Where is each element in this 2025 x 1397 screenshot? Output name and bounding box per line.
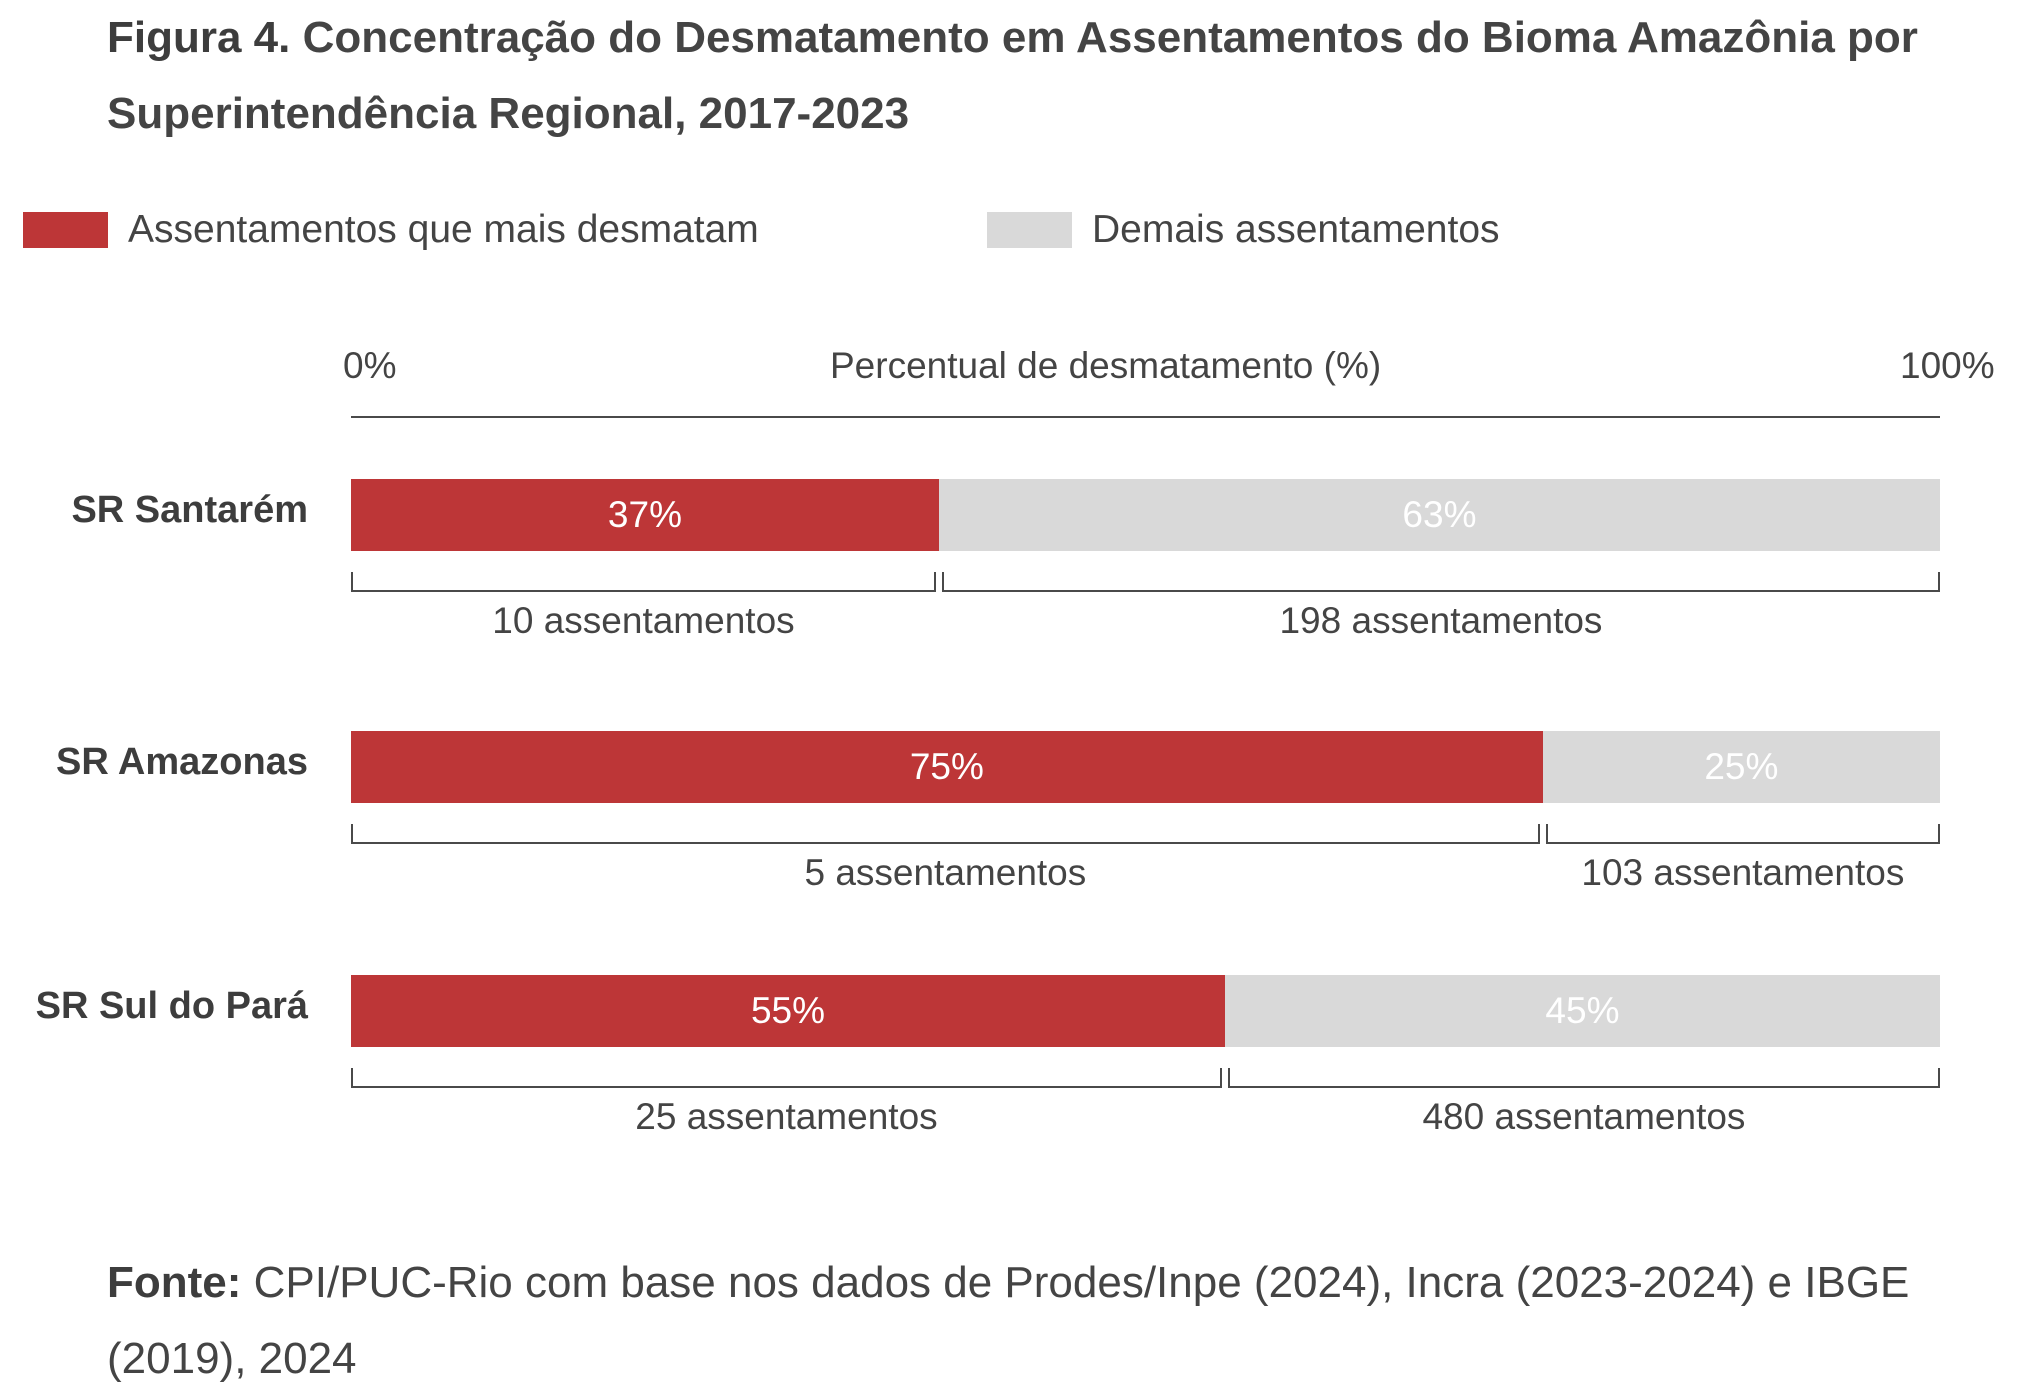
count-bracket bbox=[351, 1068, 1222, 1088]
source-prefix: Fonte: bbox=[107, 1258, 242, 1307]
count-bracket bbox=[351, 572, 936, 592]
axis-max-label: 100% bbox=[1900, 345, 1995, 386]
bar-value-label: 37% bbox=[607, 494, 682, 535]
bar-segment: 45% bbox=[1224, 975, 1940, 1047]
source-text: CPI/PUC-Rio com base nos dados de Prodes… bbox=[107, 1258, 1910, 1383]
figure-title: Figura 4. Concentração do Desmatamento e… bbox=[107, 0, 1937, 152]
bar-segment: 75% bbox=[351, 731, 1543, 803]
axis-title: Percentual de desmatamento (%) bbox=[830, 345, 1382, 386]
source-note: Fonte: CPI/PUC-Rio com base nos dados de… bbox=[107, 1245, 1937, 1397]
settlement-count-label: 10 assentamentos bbox=[492, 600, 795, 641]
category-label: SR Santarém bbox=[71, 489, 308, 531]
category-label: SR Amazonas bbox=[56, 741, 308, 783]
settlement-count-label: 103 assentamentos bbox=[1581, 852, 1905, 893]
bar-segment: 37% bbox=[351, 479, 939, 551]
count-bracket bbox=[351, 824, 1540, 844]
legend-label-top: Assentamentos que mais desmatam bbox=[128, 208, 759, 251]
legend-swatch-top bbox=[23, 212, 108, 248]
bar-segment: 55% bbox=[351, 975, 1225, 1047]
legend-label-rest: Demais assentamentos bbox=[1092, 208, 1500, 251]
bar-segment: 63% bbox=[938, 479, 1940, 551]
legend-swatch-rest bbox=[987, 212, 1072, 248]
axis-min-label: 0% bbox=[343, 345, 397, 386]
bar-value-label: 75% bbox=[909, 746, 984, 787]
figure-title-text: Concentração do Desmatamento em Assentam… bbox=[107, 13, 1918, 138]
bar-value-label: 63% bbox=[1402, 494, 1477, 535]
category-label: SR Sul do Pará bbox=[35, 985, 308, 1027]
settlement-count-label: 5 assentamentos bbox=[804, 852, 1087, 893]
bar-segment: 25% bbox=[1542, 731, 1940, 803]
legend-item-rest: Demais assentamentos bbox=[987, 205, 1500, 255]
figure-number: Figura 4. bbox=[107, 13, 291, 62]
settlement-count-label: 25 assentamentos bbox=[635, 1096, 938, 1137]
settlement-count-label: 480 assentamentos bbox=[1422, 1096, 1746, 1137]
bar-value-label: 25% bbox=[1704, 746, 1779, 787]
count-bracket bbox=[941, 572, 1940, 592]
count-bracket bbox=[1227, 1068, 1940, 1088]
axis-line bbox=[351, 416, 1940, 418]
bar-value-label: 45% bbox=[1545, 990, 1620, 1031]
count-bracket bbox=[1545, 824, 1940, 844]
settlement-count-label: 198 assentamentos bbox=[1279, 600, 1603, 641]
bar-value-label: 55% bbox=[750, 990, 825, 1031]
legend-item-top: Assentamentos que mais desmatam bbox=[23, 205, 759, 255]
